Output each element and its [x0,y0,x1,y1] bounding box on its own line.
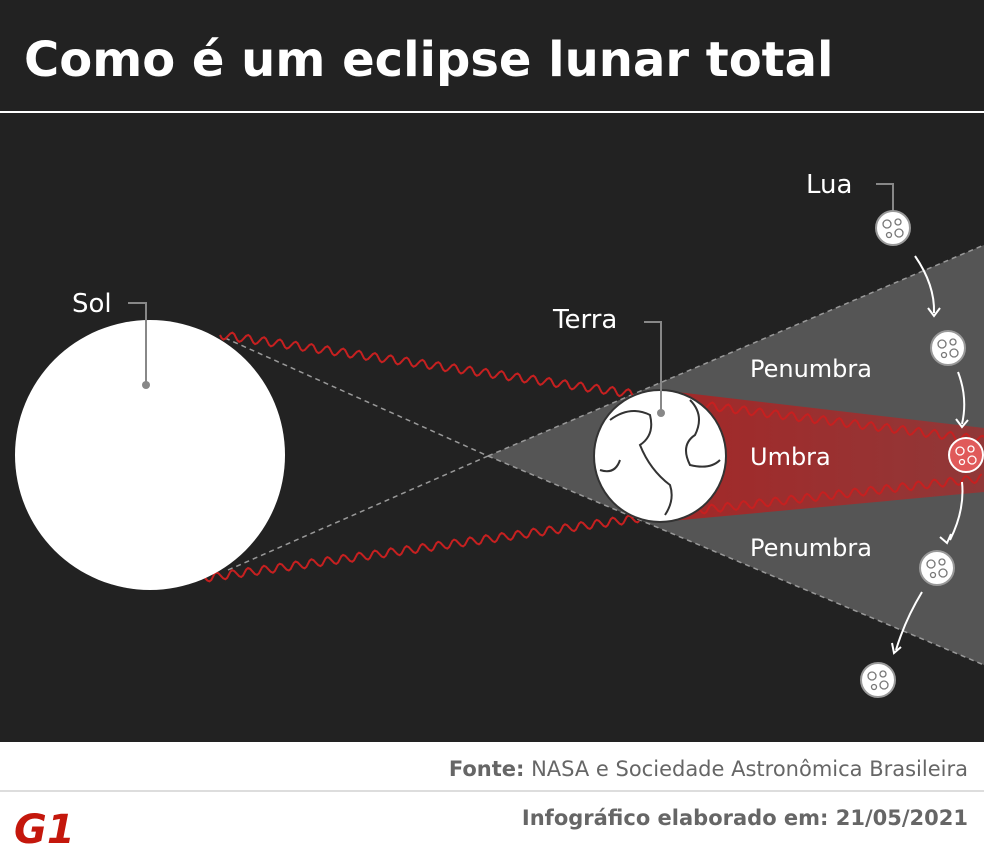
arrow-head [939,533,952,545]
orbit-arrow [895,591,923,651]
crater [938,568,948,578]
ray-dashed [224,337,489,457]
footer-bg [0,742,984,866]
moon [875,210,911,246]
source: Fonte: NASA e Sociedade Astronômica Bras… [449,757,968,781]
logo: G1 [14,807,75,853]
crater [894,228,904,238]
crater [929,571,937,579]
source-label: Fonte: [449,757,525,781]
crater [949,348,959,358]
arrow-head [891,642,902,655]
crater [940,351,948,359]
crater [967,445,975,453]
orbit-arrow [957,371,966,425]
crater [949,338,957,346]
crater [879,670,887,678]
zone-label: Penumbra [750,355,872,383]
earth-label: Terra [552,305,617,335]
moon [860,662,896,698]
orbit-arrow [914,255,936,314]
pointer-line [644,321,662,413]
light-ray [699,401,984,444]
crater [938,558,946,566]
crater [882,219,892,229]
light-ray [699,473,983,515]
crater [879,680,889,690]
crater [955,446,965,456]
arrow-head [955,418,969,429]
zone-label: Penumbra [750,534,872,562]
date-text: 21/05/2021 [836,806,968,830]
moon [948,437,984,473]
continents [599,399,721,516]
crater [867,671,877,681]
pointer-line [128,302,147,385]
date: Infográfico elaborado em: 21/05/2021 [522,806,968,830]
crater [967,455,977,465]
date-label: Infográfico elaborado em: [522,806,829,830]
light-ray [219,331,641,400]
orbit-arrow [949,481,964,541]
moon [919,550,955,586]
crater [885,231,893,239]
ray-dashed [227,455,489,571]
sun-label: Sol [72,289,112,319]
arrow-head [927,307,941,318]
crater [926,559,936,569]
zone-label: Umbra [750,443,831,471]
sun [15,320,285,590]
crater [958,458,966,466]
crater [937,339,947,349]
source-text: NASA e Sociedade Astronômica Brasileira [531,757,968,781]
umbra-cone [660,390,984,522]
crater [870,683,878,691]
light-ray [204,514,640,583]
moon-label: Lua [806,170,852,200]
pointer-line [876,183,894,222]
crater [894,218,902,226]
moon [930,330,966,366]
title: Como é um eclipse lunar total [24,32,833,88]
